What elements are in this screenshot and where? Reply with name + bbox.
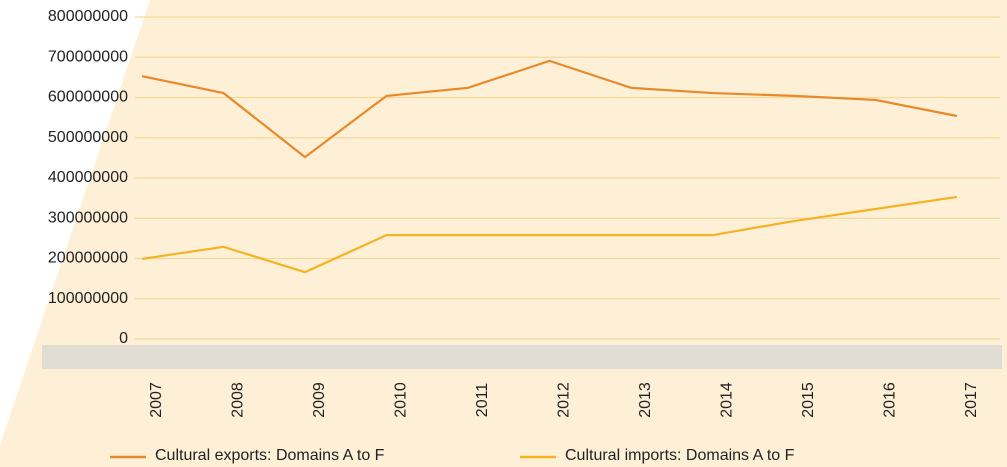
x-tick-label: 2008 [230, 382, 247, 418]
y-tick-label: 800000000 [48, 8, 128, 25]
x-tick-label: 2012 [556, 382, 573, 418]
x-tick-label: 2016 [882, 382, 899, 418]
y-tick-label: 200000000 [48, 250, 128, 267]
axis-band [42, 345, 1002, 369]
y-tick-label: 400000000 [48, 169, 128, 186]
x-tick-label: 2011 [474, 383, 491, 418]
x-tick-label: 2013 [637, 382, 654, 418]
x-tick-label: 2009 [311, 382, 328, 418]
series-line [141, 195, 958, 274]
series-line [141, 59, 958, 159]
x-tick-label: 2017 [963, 382, 980, 418]
x-tick-label: 2014 [719, 382, 736, 418]
y-tick-label: 600000000 [48, 89, 128, 106]
y-tick-label: 700000000 [48, 48, 128, 65]
legend-label: Cultural exports: Domains A to F [155, 447, 385, 464]
y-tick-label: 100000000 [48, 290, 128, 307]
y-tick-label: 500000000 [48, 129, 128, 146]
x-tick-label: 2010 [393, 382, 410, 418]
x-tick-label: 2015 [800, 382, 817, 418]
x-tick-label: 2007 [148, 382, 165, 418]
y-tick-label: 300000000 [48, 209, 128, 226]
y-tick-label: 0 [119, 330, 128, 347]
legend-label: Cultural imports: Domains A to F [565, 447, 795, 464]
